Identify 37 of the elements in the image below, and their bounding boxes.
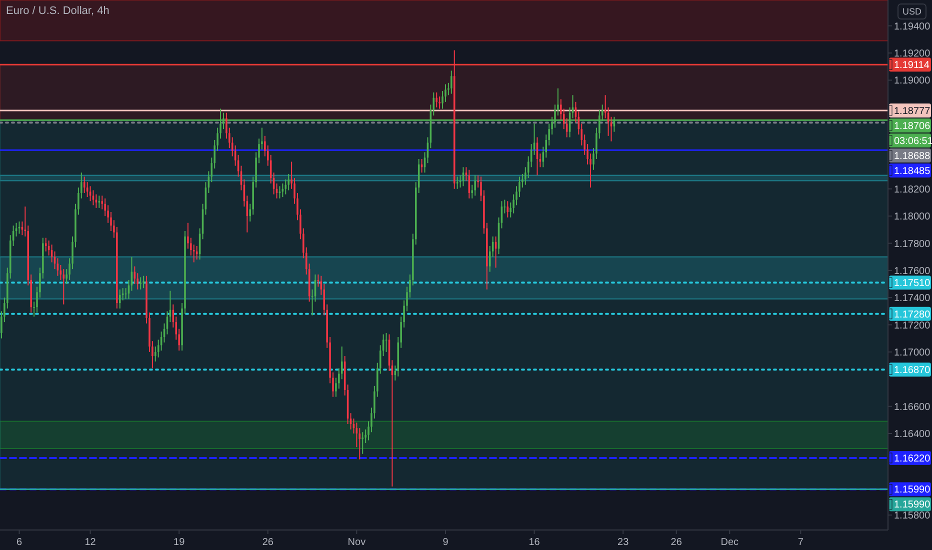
ref-line-label: 1.17510 bbox=[894, 278, 931, 290]
ref-line-label: 1.18706 bbox=[894, 120, 931, 132]
x-tick-label: 9 bbox=[442, 537, 449, 548]
y-tick-label: 1.16400 bbox=[894, 429, 931, 440]
y-tick-label: 1.18200 bbox=[894, 184, 931, 196]
ref-line-label: 1.18777 bbox=[894, 106, 931, 117]
x-tick-label: 12 bbox=[84, 537, 96, 548]
ref-line-label: 1.19114 bbox=[894, 60, 930, 72]
x-tick-label: 19 bbox=[174, 537, 186, 548]
y-tick-label: 1.17400 bbox=[894, 293, 931, 304]
legend-label: 1.15990 bbox=[894, 500, 931, 511]
y-tick-label: 1.17200 bbox=[894, 320, 931, 332]
x-tick-label: 23 bbox=[618, 537, 630, 548]
x-tick-label: 7 bbox=[798, 537, 804, 548]
y-tick-label: 1.17800 bbox=[894, 238, 931, 250]
x-tick-label: 26 bbox=[670, 537, 682, 548]
ref-line-label: 1.16870 bbox=[894, 365, 931, 376]
y-tick-label: 1.16600 bbox=[894, 402, 931, 413]
x-tick-label: 16 bbox=[528, 537, 540, 548]
y-tick-label: 1.19000 bbox=[894, 76, 931, 87]
x-tick-label: 6 bbox=[16, 537, 22, 548]
ref-line-label: 1.16220 bbox=[894, 453, 931, 464]
ref-line-label: 1.15990 bbox=[894, 484, 931, 496]
y-tick-label: 1.19400 bbox=[894, 21, 931, 32]
ref-line-label: 1.17280 bbox=[894, 309, 931, 320]
x-tick-label: Dec bbox=[720, 537, 739, 548]
legend-label: 1.18485 bbox=[894, 166, 931, 177]
y-tick-label: 1.18000 bbox=[894, 212, 931, 223]
x-tick-label: 26 bbox=[262, 537, 274, 548]
y-tick-label: 1.17600 bbox=[894, 266, 931, 277]
y-axis-title: USD bbox=[902, 6, 922, 17]
y-tick-label: 1.17000 bbox=[894, 347, 931, 358]
legend-label: 1.18688 bbox=[894, 150, 931, 162]
x-tick-label: Nov bbox=[348, 537, 366, 548]
text: Euro / U.S. Dollar, 4h bbox=[6, 5, 110, 17]
y-tick-label: 1.19200 bbox=[894, 48, 931, 60]
y-tick-label: 1.15800 bbox=[894, 510, 931, 522]
